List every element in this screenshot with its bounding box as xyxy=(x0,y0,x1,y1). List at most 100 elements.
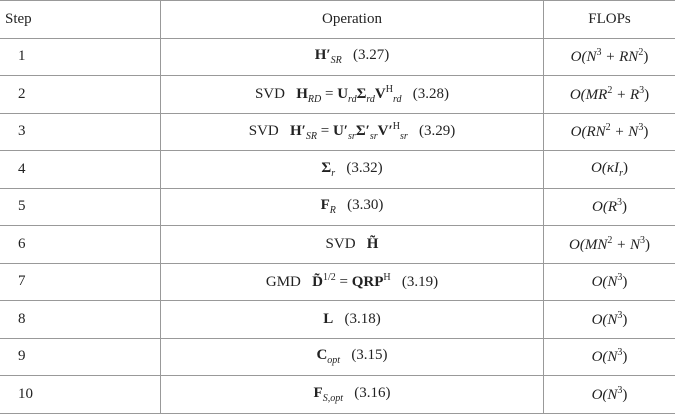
math-run: = xyxy=(321,86,337,102)
operation-cell: FS,opt (3.16) xyxy=(161,376,544,414)
math-run: U xyxy=(337,86,348,102)
math-run: O(N xyxy=(592,387,618,403)
math-run: ) xyxy=(622,274,627,290)
math-run: rd xyxy=(348,94,357,105)
operation-cell: SVD H′SR = U′srΣ′srV′Hsr (3.29) xyxy=(161,113,544,151)
flops-cell: O(N3) xyxy=(544,338,675,376)
math-run: ) xyxy=(622,349,627,365)
math-run: O(N xyxy=(592,274,618,290)
math-run: D̃ xyxy=(312,274,323,290)
flops-cell: O(MR2 + R3) xyxy=(544,76,675,114)
math-run: (3.19) xyxy=(391,274,439,290)
math-run: ) xyxy=(622,312,627,328)
math-run: H̃ xyxy=(367,236,379,252)
math-run: 1/2 xyxy=(323,272,336,283)
math-run: O(RN xyxy=(571,124,606,140)
math-run: (3.32) xyxy=(335,160,383,176)
math-run: ) xyxy=(643,49,648,65)
math-run: O(N xyxy=(592,312,618,328)
math-run: sr xyxy=(400,131,408,142)
math-run: V xyxy=(375,86,386,102)
operation-cell: Σr (3.32) xyxy=(161,151,544,189)
flops-cell: O(MN2 + N3) xyxy=(544,226,675,264)
header-cell: Operation xyxy=(161,1,544,39)
math-run: SR xyxy=(331,55,342,66)
math-run: O(N xyxy=(592,349,618,365)
math-run: ) xyxy=(644,87,649,103)
math-run: O(N xyxy=(571,49,597,65)
header-cell: FLOPs xyxy=(544,1,675,39)
math-run: Σ′ xyxy=(356,123,370,139)
header-row: Step Operation FLOPs xyxy=(0,1,675,39)
operation-cell: FR (3.30) xyxy=(161,188,544,226)
flops-cell: O(RN2 + N3) xyxy=(544,113,675,151)
math-run: + N xyxy=(611,124,639,140)
math-run: (3.16) xyxy=(343,385,391,401)
step-cell: 6 xyxy=(0,226,161,264)
flops-cell: O(N3) xyxy=(544,301,675,339)
math-run: SVD xyxy=(255,86,296,102)
math-run: SR xyxy=(306,131,317,142)
flops-cell: O(κIr) xyxy=(544,151,675,189)
math-run: H xyxy=(296,86,308,102)
math-run: O(MN xyxy=(569,237,607,253)
math-run: H xyxy=(383,272,390,283)
math-run: S,opt xyxy=(323,393,343,404)
math-run: H′ xyxy=(290,123,306,139)
step-cell: 10 xyxy=(0,376,161,414)
math-run: + RN xyxy=(602,49,639,65)
math-run: = xyxy=(336,274,352,290)
math-run: (3.15) xyxy=(340,347,388,363)
math-run: ) xyxy=(623,160,628,176)
math-run: V′ xyxy=(378,123,393,139)
math-run: GMD xyxy=(266,274,312,290)
step-cell: 1 xyxy=(0,38,161,76)
math-run: QRP xyxy=(352,274,384,290)
math-run: C xyxy=(316,347,327,363)
math-run: (3.27) xyxy=(342,47,390,63)
math-run: + R xyxy=(612,87,639,103)
math-run: RD xyxy=(308,94,321,105)
operation-cell: H′SR (3.27) xyxy=(161,38,544,76)
math-run: O(κI xyxy=(591,160,619,176)
operation-cell: GMD D̃1/2 = QRPH (3.19) xyxy=(161,263,544,301)
math-run: F xyxy=(314,385,323,401)
flops-cell: O(R3) xyxy=(544,188,675,226)
step-cell: 7 xyxy=(0,263,161,301)
step-cell: 5 xyxy=(0,188,161,226)
math-run: F xyxy=(321,197,330,213)
math-run: (3.18) xyxy=(333,311,381,327)
math-run: Σ xyxy=(321,160,331,176)
math-run: U′ xyxy=(333,123,348,139)
flops-cell: O(N3) xyxy=(544,376,675,414)
step-cell: 4 xyxy=(0,151,161,189)
math-run: H′ xyxy=(315,47,331,63)
math-run: opt xyxy=(327,355,340,366)
math-run: = xyxy=(317,123,333,139)
math-run: Σ xyxy=(357,86,367,102)
flops-cell: O(N3) xyxy=(544,263,675,301)
step-cell: 3 xyxy=(0,113,161,151)
operation-cell: L (3.18) xyxy=(161,301,544,339)
math-run: SVD xyxy=(249,123,290,139)
operation-cell: SVD HRD = UrdΣrdVHrd (3.28) xyxy=(161,76,544,114)
math-run: ) xyxy=(622,199,627,215)
math-run: (3.29) xyxy=(408,123,456,139)
table-row: 9 Copt (3.15) O(N3) xyxy=(0,338,675,376)
math-run: L xyxy=(323,311,333,327)
math-run: sr xyxy=(370,131,378,142)
step-cell: 9 xyxy=(0,338,161,376)
step-cell: 8 xyxy=(0,301,161,339)
math-run: ) xyxy=(622,387,627,403)
math-run: H xyxy=(386,84,393,95)
math-run: rd xyxy=(366,94,375,105)
